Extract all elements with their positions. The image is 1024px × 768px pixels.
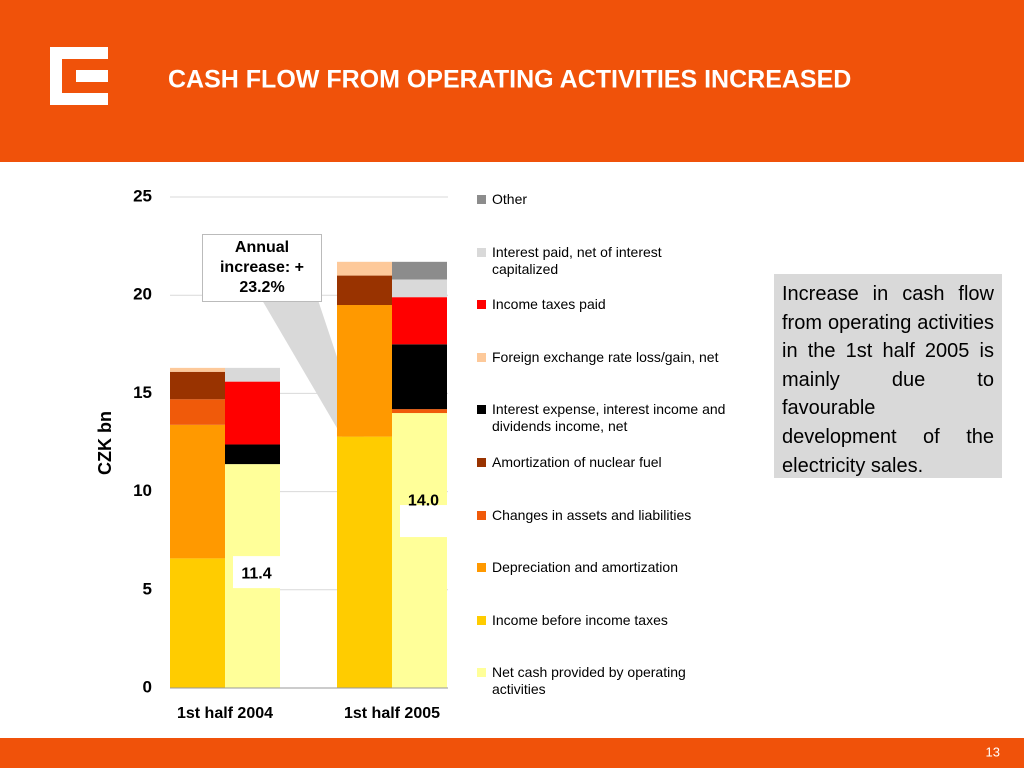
legend-swatch <box>477 247 486 257</box>
x-tick-label: 1st half 2005 <box>344 705 440 722</box>
bar-segment <box>337 261 392 276</box>
y-tick-label: 25 <box>133 186 152 205</box>
bar-segment <box>392 413 447 688</box>
logo <box>50 47 108 105</box>
legend-item: Income taxes paid <box>477 296 727 313</box>
bar-segment <box>392 279 447 298</box>
y-tick-label: 15 <box>133 383 152 402</box>
bar-segment <box>337 275 392 306</box>
y-tick-label: 0 <box>143 677 152 696</box>
legend-item: Interest paid, net of interest capitaliz… <box>477 244 727 278</box>
legend-item: Amortization of nuclear fuel <box>477 454 727 471</box>
legend-swatch <box>477 300 486 310</box>
legend-label: Interest expense, interest income and di… <box>492 401 726 435</box>
legend-label: Foreign exchange rate loss/gain, net <box>492 348 719 365</box>
y-tick-label: 5 <box>143 579 152 598</box>
bar-segment <box>170 424 225 559</box>
value-label-bg <box>400 505 447 538</box>
legend-item: Other <box>477 191 727 208</box>
text-box: Increase in cash flow from operating act… <box>774 274 1002 478</box>
legend-swatch <box>477 510 486 520</box>
legend-label: Income before income taxes <box>492 611 668 628</box>
legend-swatch <box>477 668 486 678</box>
legend-item: Net cash provided by operating activitie… <box>477 664 727 698</box>
bar-segment <box>170 399 225 425</box>
legend-item: Foreign exchange rate loss/gain, net <box>477 349 727 366</box>
value-label: 11.4 <box>241 565 271 582</box>
x-tick-label: 1st half 2004 <box>177 705 273 722</box>
legend-swatch <box>477 615 486 625</box>
annotation: Annual increase: + 23.2% <box>219 239 305 296</box>
bar-segment <box>337 436 392 688</box>
legend-label: Amortization of nuclear fuel <box>492 454 662 470</box>
legend-label: Net cash provided by operating activitie… <box>492 664 686 698</box>
bar-segment <box>170 371 225 400</box>
footer-band <box>0 738 1024 768</box>
legend-label: Interest paid, net of interest capitaliz… <box>492 243 662 277</box>
slide-title: CASH FLOW FROM OPERATING ACTIVITIES INCR… <box>168 66 851 94</box>
legend-label: Other <box>492 191 528 207</box>
bar-segment <box>392 344 447 410</box>
header-band <box>0 0 1024 162</box>
page-number: 13 <box>986 744 1000 759</box>
legend-item: Interest expense, interest income and di… <box>477 401 727 435</box>
y-axis-label: CZK bn <box>95 411 115 475</box>
annotation-box: Annual increase: + 23.2% <box>202 234 322 302</box>
bar-segment <box>225 444 280 465</box>
bar-segment <box>225 367 280 382</box>
bar-segment <box>337 305 392 437</box>
bar-segment <box>225 381 280 445</box>
legend-item: Changes in assets and liabilities <box>477 507 727 524</box>
y-tick-label: 10 <box>133 481 152 500</box>
legend-item: Depreciation and amortization <box>477 559 727 576</box>
bar-segment <box>170 367 225 372</box>
legend-swatch <box>477 458 486 467</box>
legend-label: Changes in assets and liabilities <box>492 506 692 523</box>
legend-label: Depreciation and amortization <box>492 559 678 576</box>
value-label: 14.0 <box>408 492 439 509</box>
legend-swatch <box>477 563 486 573</box>
bar-segment <box>392 261 447 280</box>
legend-swatch <box>477 405 486 415</box>
legend-swatch <box>477 195 486 204</box>
bar-segment <box>392 409 447 414</box>
legend-label: Income taxes paid <box>492 296 606 313</box>
bar-segment <box>170 558 225 688</box>
value-label-bg <box>233 556 280 589</box>
legend-item: Income before income taxes <box>477 612 727 629</box>
legend-swatch <box>477 352 486 362</box>
bar-segment <box>392 297 447 345</box>
y-tick-label: 20 <box>133 285 152 304</box>
